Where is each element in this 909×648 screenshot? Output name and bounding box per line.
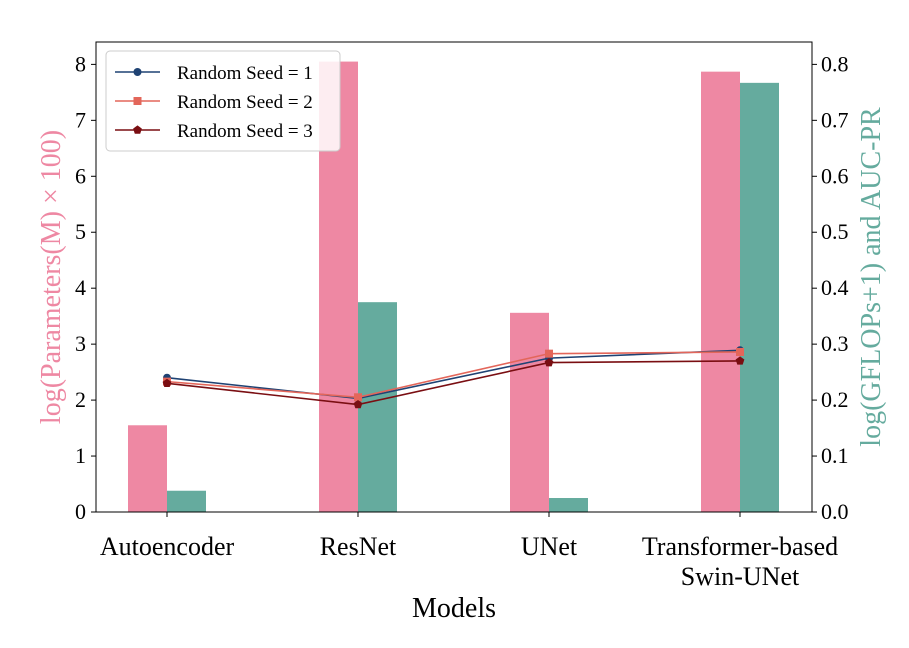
- seed-2-point-1: [354, 393, 362, 402]
- seed-2-point-2: [545, 349, 553, 358]
- legend-label-1: Random Seed = 1: [177, 63, 313, 84]
- right-tick-label-3: 0.3: [821, 331, 849, 356]
- seed-3-line: [166, 360, 741, 406]
- legend: Random Seed = 1 Random Seed = 2 Random See…: [105, 50, 341, 152]
- left-tick-label-8: 8: [75, 51, 86, 76]
- legend-label-2: Random Seed = 2: [177, 92, 313, 113]
- seed-3-point-0: [162, 378, 172, 388]
- gflops-bar-1: [358, 302, 397, 512]
- right-tick-label-6: 0.6: [821, 163, 849, 188]
- right-tick-label-2: 0.2: [821, 387, 849, 412]
- params-bar-3: [701, 71, 740, 513]
- seed-3-point-1: [353, 399, 363, 409]
- gflops-bar-3: [740, 82, 779, 512]
- right-axis-title: log(GFLOPs+1) and AUC-PR: [856, 107, 887, 447]
- params-bar-2: [510, 312, 549, 512]
- right-tick-label-7: 0.7: [821, 107, 849, 132]
- seed-3-point-3: [735, 356, 745, 365]
- params-bar-0: [128, 425, 167, 512]
- category-label-3-1: Swin-UNet: [681, 562, 800, 591]
- category-label-3-0: Transformer-based: [642, 532, 838, 561]
- left-tick-label-4: 4: [75, 275, 86, 300]
- left-tick-label-6: 6: [75, 163, 86, 188]
- left-tick-label-3: 3: [75, 331, 86, 356]
- left-axis-title: log(Parameters(M) × 100): [36, 130, 67, 424]
- legend-box: [105, 50, 341, 152]
- category-label-2: UNet: [521, 532, 578, 561]
- x-axis-title: Models: [412, 593, 496, 624]
- category-label-0: Autoencoder: [100, 532, 235, 561]
- seed-2-line: [166, 351, 741, 399]
- left-tick-label-1: 1: [75, 443, 86, 468]
- gflops-bar-0: [167, 490, 206, 512]
- seed-3-point-2: [544, 358, 554, 367]
- left-tick-label-5: 5: [75, 219, 86, 244]
- right-tick-label-0: 0.0: [821, 499, 849, 524]
- right-tick-label-5: 0.5: [821, 219, 849, 244]
- right-tick-label-8: 0.8: [821, 51, 849, 76]
- seed-2-point-3: [736, 347, 744, 356]
- category-label-1: ResNet: [320, 532, 397, 561]
- left-tick-label-0: 0: [75, 499, 86, 524]
- gflops-bar-2: [549, 498, 588, 512]
- left-tick-label-7: 7: [75, 107, 86, 132]
- plot-frame: [95, 41, 813, 513]
- legend-label-3: Random Seed = 3: [177, 121, 313, 142]
- right-tick-label-1: 0.1: [821, 443, 849, 468]
- legend-marker-3: [133, 125, 142, 134]
- left-tick-label-2: 2: [75, 387, 86, 412]
- legend-marker-1: [133, 68, 142, 76]
- right-tick-label-4: 0.4: [821, 275, 849, 300]
- seed-1-line: [166, 349, 741, 400]
- legend-marker-2: [133, 97, 142, 105]
